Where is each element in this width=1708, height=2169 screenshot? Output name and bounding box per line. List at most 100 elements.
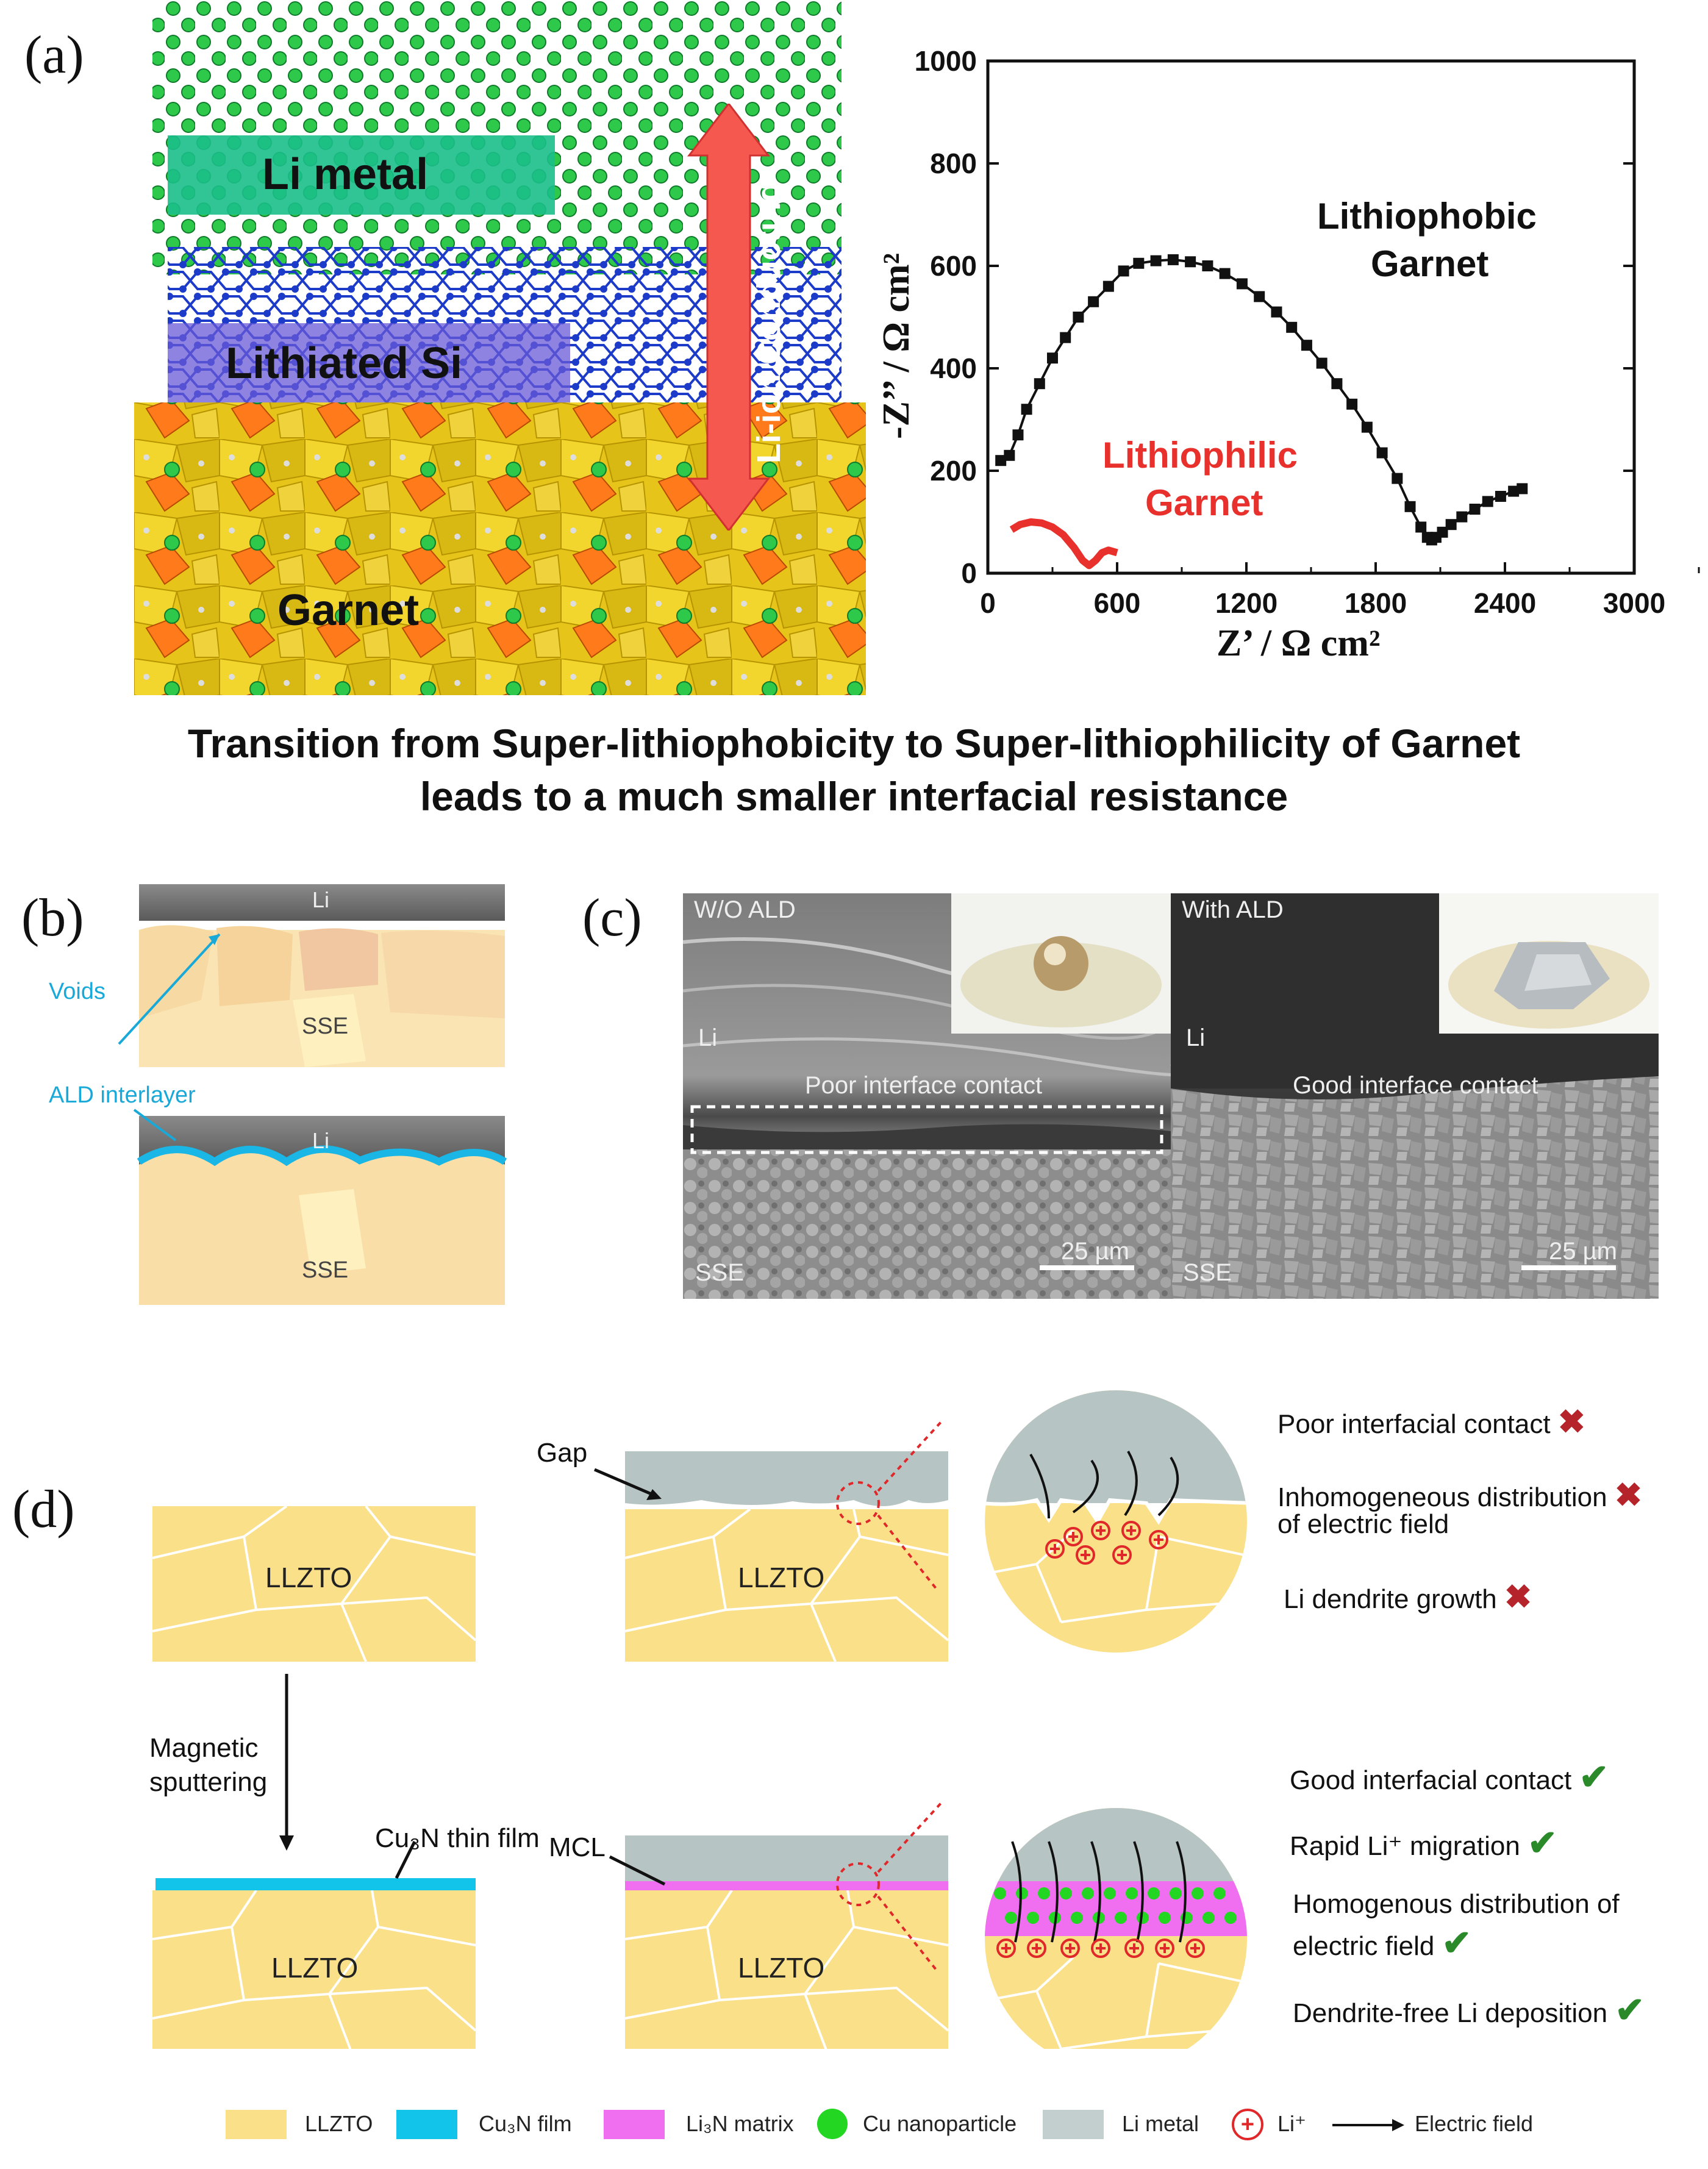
cu-nanoparticle [1071,1912,1083,1924]
check-icon: ✔ [1528,1823,1557,1863]
electric-field-arrow [1090,1841,1101,1943]
lithiophobic-point [1445,519,1457,531]
electric-field-arrow [1133,1841,1144,1943]
lithiophobic-point [1133,257,1145,269]
cu-nanoparticle [1192,1887,1204,1899]
legend-label-cu3n: Cu₃N film [479,2111,572,2136]
li-plus-icon [1027,1939,1046,1958]
y-tick-label: 600 [930,250,977,282]
llzto-label-1: LLZTO [265,1562,352,1593]
legend-swatch-llzto [226,2110,287,2139]
legend-label-cu-np: Cu nanoparticle [863,2111,1017,2136]
plot-border [986,59,1636,575]
lithiophobic-label-2: Garnet [1371,243,1489,284]
c-right-li: Li [1186,1024,1206,1051]
legend-swatch-li-metal [1043,2110,1104,2139]
c-left-contact: Poor interface contact [805,1072,1043,1099]
y-axis-label: -Z’’ / Ω cm² [876,252,917,439]
electric-field-arrow [1157,1456,1179,1517]
c-left-sse: SSE [695,1259,745,1286]
plot-series [995,254,1528,570]
c-left-title: W/O ALD [694,896,796,923]
cu-nanoparticle [994,1887,1006,1899]
lithiophobic-point [1004,449,1015,461]
panel-b-diagram [118,884,507,1305]
caption-line-2: leads to a much smaller interfacial resi… [420,774,1288,819]
y-tick-label: 0 [961,557,977,589]
legend: LLZTO Cu₃N film Li₃N matrix Cu nanoparti… [0,2098,1708,2146]
lithiophobic-point [1034,378,1045,390]
li-plus-icon [1076,1545,1095,1565]
panel-label-c: (c) [582,888,642,948]
li-ion-conducting-arrow [687,104,771,531]
gap-label: Gap [537,1438,588,1468]
c-right-title: With ALD [1182,896,1284,923]
cu-nanoparticle [1126,1887,1138,1899]
lithiophobic-point [1456,511,1468,523]
b-bottom-sse-label: SSE [302,1257,349,1283]
lithiophobic-point [1331,378,1343,390]
lithiophobic-point [1012,429,1024,441]
lithiophobic-point [1415,521,1427,533]
lithiophobic-point [1316,357,1327,369]
lithiophobic-point [1271,306,1282,318]
lithiophobic-point [1437,526,1448,538]
electric-field-arrow [1011,1841,1022,1943]
llzto-label-4: LLZTO [738,1952,825,1984]
plot-ticks: 0 600 1200 1800 2400 3000 0 200 400 600 800 1000 [915,45,1700,619]
li-plus-icon [1063,1527,1083,1546]
li-plus-icon [1060,1939,1080,1958]
electric-field-arrow [1176,1841,1187,1943]
lithiophobic-point [1167,254,1179,265]
lithiophobic-point [1361,421,1373,433]
lithiophobic-point [995,455,1007,466]
bad-item-1: Poor interfacial contact ✖ [1277,1404,1586,1440]
check-icon: ✔ [1442,1923,1472,1963]
b-top-sse-label: SSE [302,1013,349,1039]
y-tick-label: 400 [930,352,977,384]
caption-line-1: Transition from Super-lithiophobicity to… [187,721,1521,766]
sem-image-without-ald [683,893,1171,1299]
panel-d-diagram [152,1390,1247,2049]
lithiophobic-point [1021,404,1032,415]
electric-field-arrow [1029,1454,1050,1519]
li-plus-icon [1155,1939,1174,1958]
x-tick-label: 600 [1094,587,1141,619]
electric-field-arrow [1048,1841,1059,1943]
x-icon: ✖ [1614,1477,1643,1513]
legend-label-li-metal: Li metal [1122,2111,1199,2136]
x-tick-label: 3000 [1603,587,1665,619]
lithiophilic-line [1009,518,1118,570]
c-right-scale: 25 µm [1549,1238,1617,1265]
nyquist-plot: 0 600 1200 1800 2400 3000 0 200 400 600 800 1000 [915,45,1700,619]
cu-nanoparticle [1060,1887,1072,1899]
b-voids-label: Voids [49,979,105,1004]
mcl-label: MCL [549,1832,606,1862]
llzto-label-2: LLZTO [738,1562,825,1593]
c-left-scale: 25 µm [1061,1238,1129,1265]
x-tick-label: 2400 [1474,587,1536,619]
legend-label-li-plus: Li⁺ [1277,2111,1307,2136]
c-right-contact: Good interface contact [1293,1072,1538,1099]
good-item-1: Good interfacial contact ✔ [1290,1757,1609,1797]
arrow-icon [1332,2119,1404,2131]
arrow-label: Li-ion Conducting [751,182,787,463]
cu-nanoparticle [1224,1912,1237,1924]
sputter-label-2: sputtering [149,1767,268,1797]
lithiophilic-label-1: Lithiophilic [1102,435,1298,476]
lithiophobic-label-1: Lithiophobic [1317,196,1537,237]
llzto-label-3: LLZTO [271,1952,359,1984]
good-item-2: Rapid Li⁺ migration ✔ [1290,1823,1557,1863]
lithiophobic-point [1301,340,1312,351]
cu-nanoparticle [1104,1887,1116,1899]
x-tick-label: 1200 [1215,587,1277,619]
lithiophobic-point [1150,255,1162,266]
lithiophobic-point [1469,504,1481,515]
layer-label-lithiated-si: Lithiated Si [226,339,463,388]
cu-nanoparticle [1115,1912,1127,1924]
sem-image-with-ald [1171,893,1659,1299]
cu-nanoparticle [1005,1912,1017,1924]
lithiophobic-point [1047,352,1058,364]
check-icon: ✔ [1579,1757,1609,1797]
li-plus-icon: + [1232,2109,1263,2140]
